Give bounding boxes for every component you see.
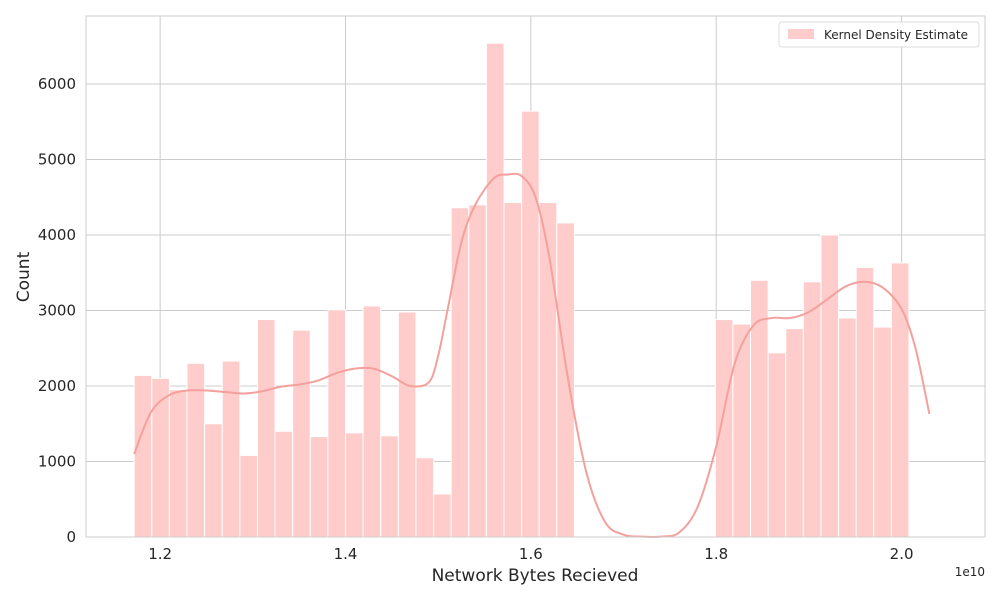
histogram-bars xyxy=(133,42,910,538)
x-offset-label: 1e10 xyxy=(955,565,985,579)
histogram-bar xyxy=(433,493,452,538)
histogram-bar xyxy=(239,454,258,538)
x-tick-label: 1.8 xyxy=(704,545,728,563)
legend-label: Kernel Density Estimate xyxy=(824,28,968,42)
histogram-bar xyxy=(415,457,435,538)
histogram-bar xyxy=(133,374,153,538)
y-tick-label: 4000 xyxy=(38,226,76,244)
histogram-bar xyxy=(503,202,523,538)
histogram-bar xyxy=(274,430,294,538)
y-axis-label: Count xyxy=(14,251,34,302)
x-tick-label: 2.0 xyxy=(890,545,914,563)
histogram-bar xyxy=(397,311,417,538)
x-tick-label: 1.6 xyxy=(519,545,543,563)
legend-swatch xyxy=(788,29,814,39)
histogram-bar xyxy=(362,305,382,538)
histogram-bar xyxy=(714,319,734,538)
histogram-bar xyxy=(855,266,875,538)
histogram-bar xyxy=(820,234,840,538)
histogram-bar xyxy=(785,328,804,538)
y-tick-label: 5000 xyxy=(38,150,76,168)
y-tick-labels: 0 1000 2000 3000 4000 5000 6000 xyxy=(38,75,76,546)
histogram-bar xyxy=(802,281,822,538)
x-tick-label: 1.2 xyxy=(148,545,172,563)
histogram-bar xyxy=(309,436,329,538)
histogram-bar xyxy=(732,323,752,538)
y-tick-label: 1000 xyxy=(38,452,76,470)
histogram-bar xyxy=(168,389,188,538)
legend: Kernel Density Estimate xyxy=(778,21,980,48)
y-tick-label: 0 xyxy=(66,528,76,546)
histogram-bar xyxy=(292,329,311,538)
histogram-bar xyxy=(556,222,575,538)
histogram-bar xyxy=(327,309,347,538)
histogram-bar xyxy=(890,262,910,538)
y-tick-label: 3000 xyxy=(38,301,76,319)
y-tick-label: 2000 xyxy=(38,377,76,395)
x-tick-labels: 1.2 1.4 1.6 1.8 2.0 xyxy=(148,545,913,563)
histogram-bar xyxy=(767,352,787,538)
histogram-bar xyxy=(380,435,399,538)
x-tick-label: 1.4 xyxy=(334,545,358,563)
histogram-bar xyxy=(450,207,470,538)
kde-curve xyxy=(133,172,931,539)
histogram-bar xyxy=(221,360,241,538)
plot-area-frame xyxy=(85,15,986,538)
histogram-bar xyxy=(873,326,892,538)
histogram-bar xyxy=(345,432,364,538)
histogram-bar xyxy=(256,319,276,538)
histogram-bar xyxy=(485,42,505,538)
histogram-bar xyxy=(838,317,857,538)
y-tick-label: 6000 xyxy=(38,75,76,93)
legend-frame xyxy=(778,21,980,48)
histogram-bar xyxy=(204,423,223,538)
histogram-bar xyxy=(468,204,487,538)
x-axis-label: Network Bytes Recieved xyxy=(432,566,639,586)
histogram-bar xyxy=(521,110,540,538)
